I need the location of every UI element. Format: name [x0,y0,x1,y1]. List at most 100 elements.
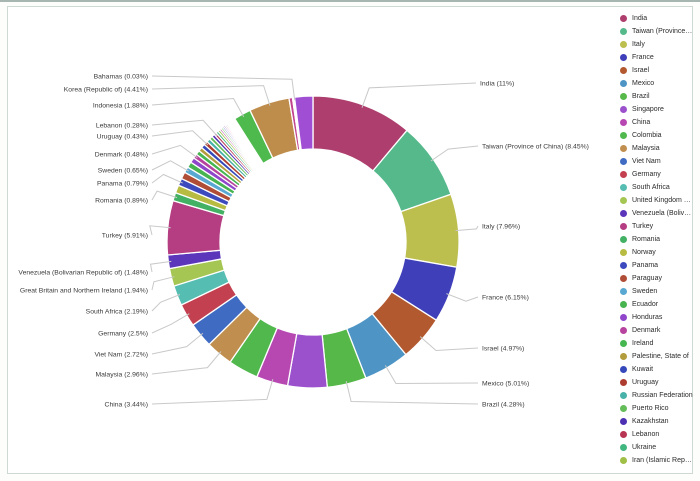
legend-item-viet-nam[interactable]: Viet Nam [620,155,693,168]
slice-callout-line [361,82,477,108]
legend-color-dot [620,197,627,204]
legend-item-italy[interactable]: Italy [620,38,693,51]
legend-item-label: Germany [632,171,661,178]
legend-item-ireland[interactable]: Ireland [620,337,693,350]
legend-item-paraguay[interactable]: Paraguay [620,272,693,285]
legend-item-ecuador[interactable]: Ecuador [620,298,693,311]
legend-color-dot [620,80,627,87]
slice-callout-label: Germany (2.5%) [98,330,148,337]
legend-item-label: Italy [632,41,645,48]
legend-item-label: Viet Nam [632,158,661,165]
legend-item-panama[interactable]: Panama [620,259,693,272]
slice-callout-label: Israel (4.97%) [482,345,524,352]
legend-color-dot [620,379,627,386]
slice-callout-label: Taiwan (Province of China) (8.45%) [482,143,589,150]
legend-item-kuwait[interactable]: Kuwait [620,363,693,376]
legend-item-taiwan-province[interactable]: Taiwan (Province… [620,25,693,38]
legend-item-ukraine[interactable]: Ukraine [620,441,693,454]
legend-color-dot [620,457,627,464]
legend-item-label: Colombia [632,132,662,139]
legend-item-label: Taiwan (Province… [632,28,693,35]
legend-item-lebanon[interactable]: Lebanon [620,428,693,441]
legend-item-label: Malaysia [632,145,660,152]
legend-item-label: United Kingdom … [632,197,691,204]
legend-color-dot [620,249,627,256]
legend: India Taiwan (Province… Italy France Israel M… [620,12,693,467]
slice-callout-label: Bahamas (0.03%) [94,73,148,80]
legend-item-honduras[interactable]: Honduras [620,311,693,324]
legend-color-dot [620,119,627,126]
legend-item-russian-federation[interactable]: Russian Federation [620,389,693,402]
legend-item-germany[interactable]: Germany [620,168,693,181]
legend-item-label: Sweden [632,288,658,295]
legend-item-norway[interactable]: Norway [620,246,693,259]
window-top-edge [0,0,700,2]
legend-color-dot [620,366,627,373]
legend-item-kazakhstan[interactable]: Kazakhstan [620,415,693,428]
legend-color-dot [620,418,627,425]
slice-callout-line [149,225,171,236]
slice-callout-label: Mexico (5.01%) [482,380,529,387]
slice-callout-line [151,332,204,355]
slice-callout-line [345,380,479,405]
donut-slice[interactable] [293,95,314,151]
slice-callout-label: France (6.15%) [482,294,529,301]
slice-callout-label: Romania (0.89%) [95,197,148,204]
legend-color-dot [620,54,627,61]
legend-item-label: Honduras [632,314,663,321]
legend-item-mexico[interactable]: Mexico [620,77,693,90]
legend-item-iran-islamic-rep[interactable]: Iran (Islamic Rep… [620,454,693,467]
slice-callout-line [151,313,190,334]
legend-item-sweden[interactable]: Sweden [620,285,693,298]
slice-callout-label: Lebanon (0.28%) [96,122,148,129]
legend-color-dot [620,431,627,438]
legend-item-venezuela-boliv[interactable]: Venezuela (Boliv… [620,207,693,220]
legend-color-dot [620,392,627,399]
legend-item-france[interactable]: France [620,51,693,64]
slice-callout-label: South Africa (2.19%) [86,308,148,315]
legend-item-south-africa[interactable]: South Africa [620,181,693,194]
legend-item-romania[interactable]: Romania [620,233,693,246]
legend-item-label: Kuwait [632,366,654,373]
legend-color-dot [620,41,627,48]
legend-item-label: China [632,119,651,126]
legend-item-singapore[interactable]: Singapore [620,103,693,116]
legend-color-dot [620,171,627,178]
legend-item-label: Norway [632,249,656,256]
legend-color-dot [620,145,627,152]
slice-callout-label: Sweden (0.65%) [98,167,148,174]
slice-callout-label: Korea (Republic of) (4.41%) [64,86,148,93]
legend-item-palestine-state-of[interactable]: Palestine, State of [620,350,693,363]
legend-item-malaysia[interactable]: Malaysia [620,142,693,155]
legend-color-dot [620,275,627,282]
legend-item-label: Israel [632,67,650,74]
legend-item-colombia[interactable]: Colombia [620,129,693,142]
legend-item-india[interactable]: India [620,12,693,25]
legend-color-dot [620,184,627,191]
legend-color-dot [620,327,627,334]
slice-callout-line [151,351,222,375]
legend-item-denmark[interactable]: Denmark [620,324,693,337]
legend-color-dot [620,288,627,295]
slice-callout-line [151,294,181,312]
legend-item-brazil[interactable]: Brazil [620,90,693,103]
legend-item-puerto-rico[interactable]: Puerto Rico [620,402,693,415]
slice-callout-line [151,173,183,184]
legend-item-turkey[interactable]: Turkey [620,220,693,233]
legend-item-label: Singapore [632,106,664,113]
legend-item-uruguay[interactable]: Uruguay [620,376,693,389]
legend-item-label: Brazil [632,93,650,100]
legend-item-china[interactable]: China [620,116,693,129]
legend-item-united-kingdom[interactable]: United Kingdom … [620,194,693,207]
legend-item-label: Iran (Islamic Rep… [632,457,692,464]
slice-callout-line [151,190,178,201]
legend-item-israel[interactable]: Israel [620,64,693,77]
legend-color-dot [620,28,627,35]
legend-item-label: Ecuador [632,301,659,308]
slice-callout-line [151,276,175,291]
slice-callout-line [151,75,296,101]
legend-item-label: Russian Federation [632,392,693,399]
legend-color-dot [620,106,627,113]
slice-callout-label: Panama (0.79%) [97,180,148,187]
slice-callout-line [151,130,209,146]
